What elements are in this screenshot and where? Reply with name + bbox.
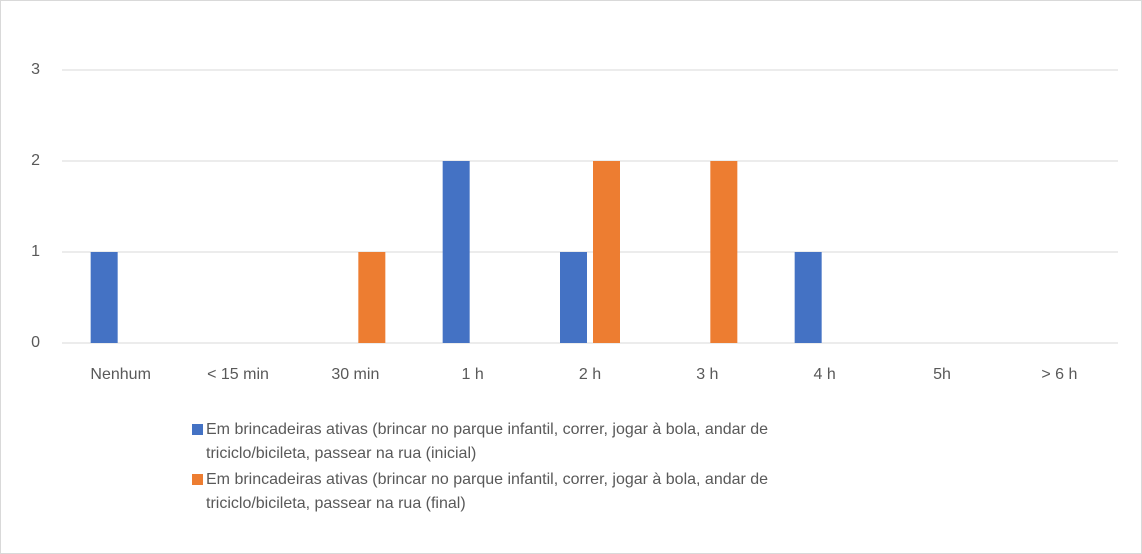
bar [710,161,738,343]
y-tick-label: 0 [31,334,40,351]
y-tick-label: 3 [31,61,40,78]
legend-entry: Em brincadeiras ativas (brincar no parqu… [192,468,812,516]
x-tick-label: 5h [933,366,951,383]
legend: Em brincadeiras ativas (brincar no parqu… [192,418,812,518]
bar [442,161,470,343]
legend-swatch [192,424,203,435]
bar [90,252,118,343]
y-tick-label: 1 [31,243,40,260]
legend-label: Em brincadeiras ativas (brincar no parqu… [206,421,769,462]
bar [794,252,822,343]
x-tick-label: < 15 min [207,366,269,383]
legend-label: Em brincadeiras ativas (brincar no parqu… [206,471,769,512]
bar [560,252,587,343]
x-tick-label: 4 h [814,366,836,383]
legend-swatch [192,474,203,485]
x-tick-label: 1 h [462,366,484,383]
bar [358,252,386,343]
x-tick-label: 30 min [331,366,379,383]
x-tick-label: Nenhum [90,366,150,383]
x-tick-label: > 6 h [1041,366,1077,383]
y-tick-label: 2 [31,152,40,169]
x-tick-label: 2 h [579,366,601,383]
x-tick-label: 3 h [696,366,718,383]
bar [593,161,620,343]
legend-entry: Em brincadeiras ativas (brincar no parqu… [192,418,812,466]
